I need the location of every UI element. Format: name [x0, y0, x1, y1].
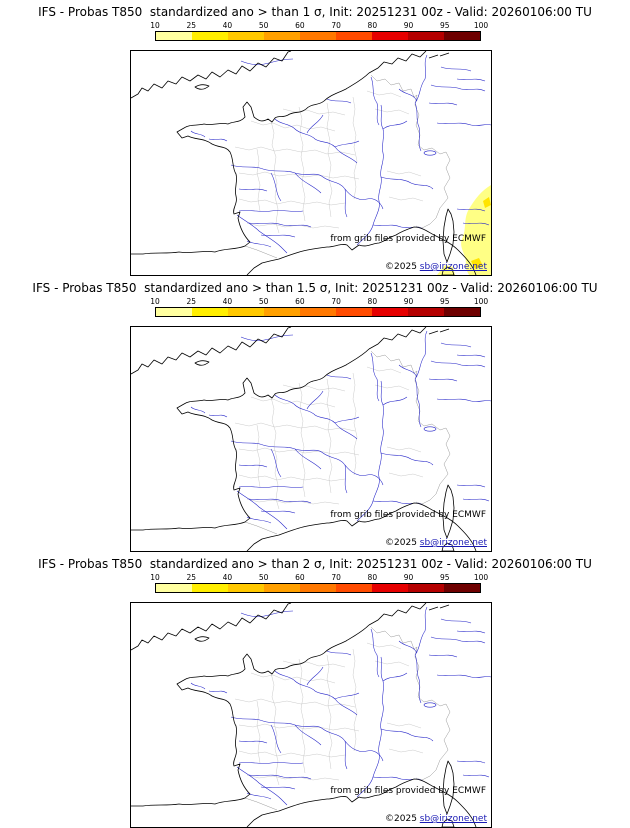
email-link[interactable]: sb@irizone.net — [419, 814, 487, 824]
colorbar-tick: 70 — [331, 21, 341, 30]
colorbar: 10 25 40 50 60 70 80 90 95 100 — [150, 297, 488, 317]
colorbar-tick: 60 — [295, 297, 305, 306]
colorbar-segment — [264, 584, 300, 592]
panel-2-sigma: IFS - Probas T850 standardized ano > tha… — [0, 552, 630, 828]
colorbar-tick: 100 — [473, 297, 489, 306]
colorbar-segment — [264, 32, 300, 40]
probability-shading — [437, 185, 491, 275]
email-link[interactable]: sb@irizone.net — [419, 538, 487, 548]
colorbar-segment — [264, 308, 300, 316]
map-copyright: ©2025 sb@irizone.net — [385, 814, 487, 824]
panel-1p5-sigma: IFS - Probas T850 standardized ano > tha… — [0, 276, 630, 552]
colorbar-tick: 60 — [295, 573, 305, 582]
colorbar-tick: 95 — [439, 297, 450, 306]
copyright-text: ©2025 — [385, 538, 420, 548]
colorbar-gradient — [155, 31, 481, 41]
colorbar-tick: 80 — [367, 21, 378, 30]
colorbar-segment — [372, 584, 408, 592]
colorbar: 10 25 40 50 60 70 80 90 95 100 — [150, 21, 488, 41]
colorbar-tick: 40 — [222, 21, 233, 30]
colorbar-segment — [372, 308, 408, 316]
map-svg — [131, 51, 491, 275]
colorbar-segment — [156, 308, 192, 316]
colorbar-segment — [336, 32, 372, 40]
colorbar-tick: 95 — [439, 21, 450, 30]
colorbar-ticks: 10 25 40 50 60 70 80 90 95 100 — [150, 573, 488, 582]
panel-1-sigma: IFS - Probas T850 standardized ano > tha… — [0, 0, 630, 276]
map-credit: from grib files provided by ECMWF — [330, 510, 486, 520]
colorbar-tick: 25 — [186, 573, 196, 582]
colorbar-segment — [192, 308, 228, 316]
colorbar-tick: 70 — [331, 573, 341, 582]
colorbar-segment — [228, 32, 264, 40]
colorbar-segment — [228, 584, 264, 592]
map-credit: from grib files provided by ECMWF — [330, 234, 486, 244]
colorbar-ticks: 10 25 40 50 60 70 80 90 95 100 — [150, 21, 488, 30]
colorbar-tick: 10 — [150, 573, 160, 582]
panel-title: IFS - Probas T850 standardized ano > tha… — [38, 557, 592, 571]
colorbar-tick: 95 — [439, 573, 450, 582]
map-france: from grib files provided by ECMWF ©2025 … — [130, 50, 492, 276]
map-france: from grib files provided by ECMWF ©2025 … — [130, 326, 492, 552]
colorbar-segment — [444, 584, 480, 592]
colorbar-segment — [408, 584, 444, 592]
copyright-text: ©2025 — [385, 814, 420, 824]
colorbar-tick: 50 — [258, 573, 269, 582]
email-link[interactable]: sb@irizone.net — [419, 262, 487, 272]
colorbar-tick: 80 — [367, 573, 378, 582]
colorbar-tick: 25 — [186, 21, 196, 30]
panel-title: IFS - Probas T850 standardized ano > tha… — [38, 5, 592, 19]
panel-title: IFS - Probas T850 standardized ano > tha… — [32, 281, 598, 295]
colorbar-segment — [408, 308, 444, 316]
colorbar-tick: 70 — [331, 297, 341, 306]
colorbar-segment — [300, 584, 336, 592]
colorbar-tick: 80 — [367, 297, 378, 306]
colorbar-segment — [408, 32, 444, 40]
colorbar-tick: 25 — [186, 297, 196, 306]
colorbar-tick: 100 — [473, 21, 489, 30]
colorbar-segment — [444, 32, 480, 40]
colorbar-segment — [444, 308, 480, 316]
colorbar-gradient — [155, 583, 481, 593]
colorbar-tick: 90 — [403, 573, 414, 582]
colorbar-tick: 50 — [258, 21, 269, 30]
colorbar-segment — [300, 32, 336, 40]
colorbar-segment — [300, 308, 336, 316]
copyright-text: ©2025 — [385, 262, 420, 272]
map-copyright: ©2025 sb@irizone.net — [385, 262, 487, 272]
colorbar-segment — [372, 32, 408, 40]
colorbar-segment — [156, 584, 192, 592]
colorbar-segment — [336, 308, 372, 316]
colorbar-tick: 60 — [295, 21, 305, 30]
colorbar-tick: 90 — [403, 297, 414, 306]
colorbar-tick: 100 — [473, 573, 489, 582]
colorbar-segment — [192, 584, 228, 592]
map-copyright: ©2025 sb@irizone.net — [385, 538, 487, 548]
colorbar-ticks: 10 25 40 50 60 70 80 90 95 100 — [150, 297, 488, 306]
colorbar-tick: 40 — [222, 573, 233, 582]
colorbar-segment — [156, 32, 192, 40]
colorbar-tick: 90 — [403, 21, 414, 30]
colorbar: 10 25 40 50 60 70 80 90 95 100 — [150, 573, 488, 593]
map-france: from grib files provided by ECMWF ©2025 … — [130, 602, 492, 828]
colorbar-segment — [192, 32, 228, 40]
colorbar-segment — [228, 308, 264, 316]
map-credit: from grib files provided by ECMWF — [330, 786, 486, 796]
colorbar-tick: 10 — [150, 297, 160, 306]
colorbar-segment — [336, 584, 372, 592]
colorbar-gradient — [155, 307, 481, 317]
colorbar-tick: 10 — [150, 21, 160, 30]
colorbar-tick: 50 — [258, 297, 269, 306]
colorbar-tick: 40 — [222, 297, 233, 306]
